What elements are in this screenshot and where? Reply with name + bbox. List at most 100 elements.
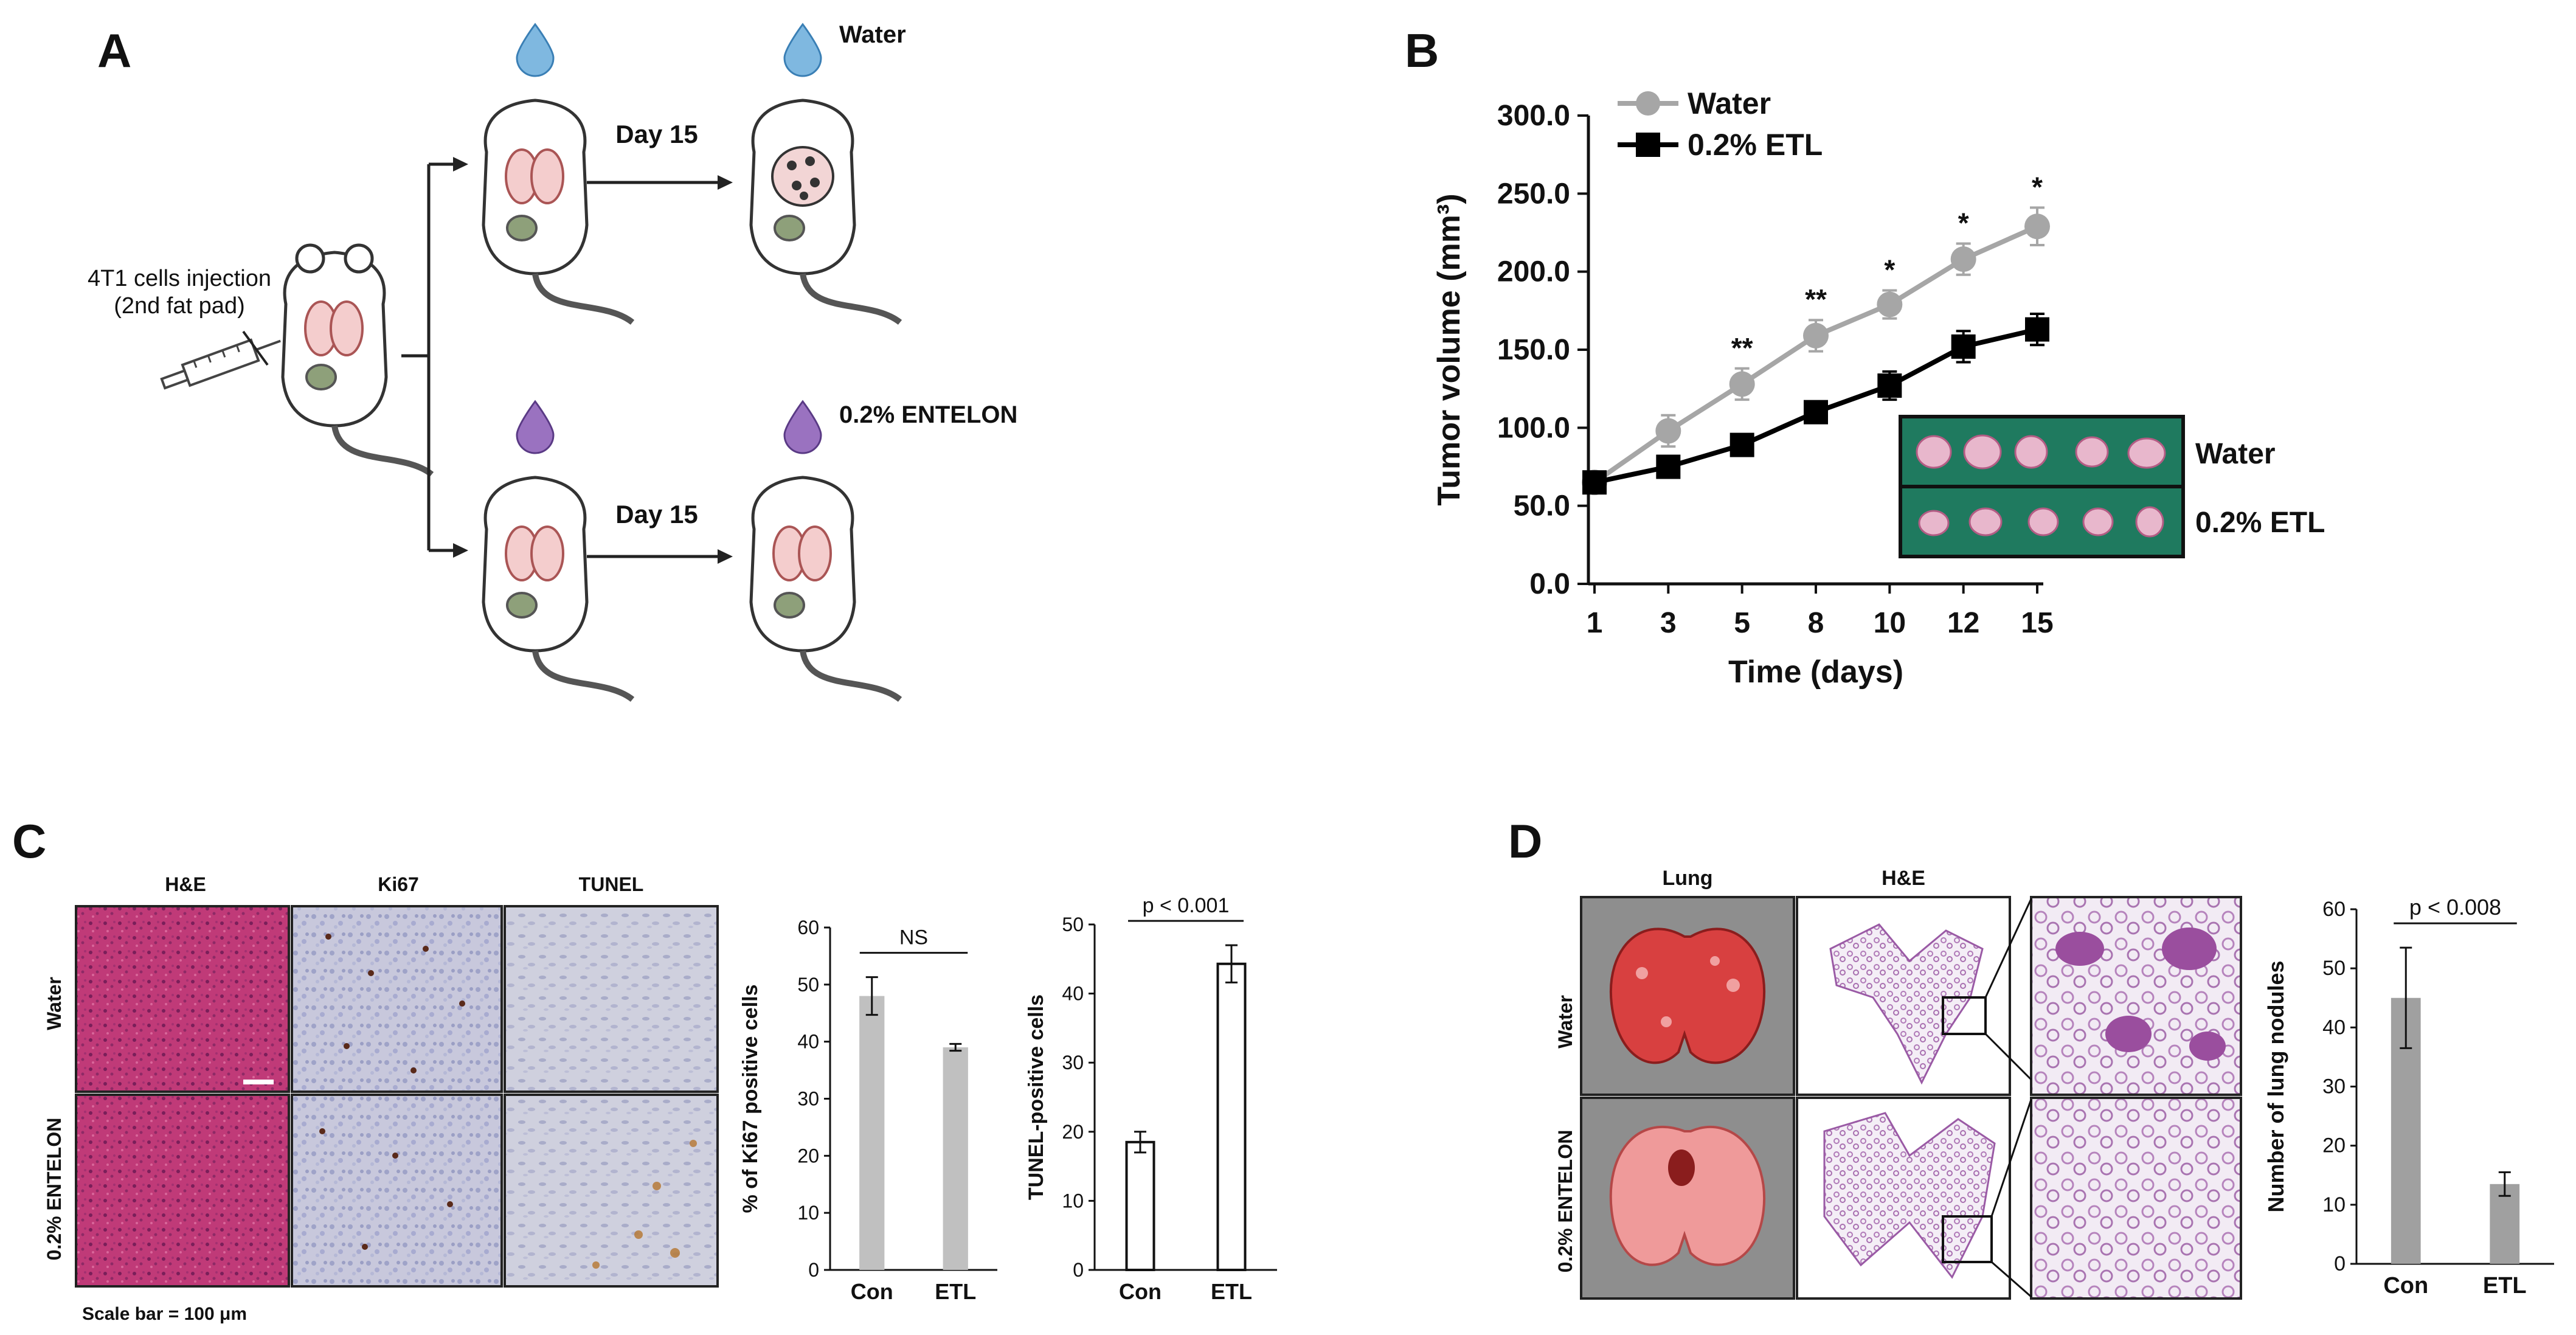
x-tick-label: ETL bbox=[2483, 1273, 2527, 1299]
mouse-top-before-icon bbox=[482, 99, 635, 325]
column-header-he: H&E bbox=[165, 873, 206, 895]
y-tick-label: 40 bbox=[797, 1031, 819, 1053]
bar-con bbox=[1125, 1140, 1155, 1271]
x-tick-label: 10 bbox=[1874, 607, 1906, 639]
water-drop-2-icon bbox=[783, 23, 822, 77]
y-axis-label: Number of lung nodules bbox=[2263, 961, 2288, 1213]
data-point-water bbox=[2024, 213, 2050, 240]
x-tick-label: ETL bbox=[1211, 1279, 1252, 1304]
data-point-etl bbox=[1582, 470, 1607, 495]
scale-bar-label: Scale bar = 100 μm bbox=[82, 1304, 247, 1324]
histology-tunel-entelon bbox=[504, 1094, 719, 1288]
data-point-etl bbox=[1877, 373, 1902, 398]
significance-label: p < 0.001 bbox=[1143, 894, 1230, 917]
y-tick-label: 30 bbox=[2322, 1075, 2346, 1098]
histology-tunel-water bbox=[504, 905, 719, 1093]
x-tick-label: 5 bbox=[1734, 607, 1750, 639]
data-point-etl bbox=[1729, 432, 1754, 457]
x-tick-label: Con bbox=[2383, 1273, 2428, 1299]
y-tick-label: 60 bbox=[2322, 898, 2346, 921]
x-tick-label: 12 bbox=[1947, 607, 1979, 639]
y-tick-label: 20 bbox=[2322, 1134, 2346, 1157]
data-point-water bbox=[1655, 418, 1681, 444]
y-tick-label: 50 bbox=[2322, 957, 2346, 980]
y-tick-label: 250.0 bbox=[1497, 178, 1570, 210]
legend-label: Water bbox=[1688, 86, 1771, 120]
x-tick-label: Con bbox=[851, 1279, 893, 1304]
significance-marker: * bbox=[2032, 171, 2043, 203]
x-tick-label: 8 bbox=[1808, 607, 1824, 639]
panel-b: B 0.0 50.0 100.0 150.0 200.0 250.0 300.0 1 3 5 8 10… bbox=[1405, 24, 2325, 690]
y-tick-label: 200.0 bbox=[1497, 256, 1570, 288]
x-tick-label: 3 bbox=[1660, 607, 1677, 639]
significance-marker: * bbox=[1884, 254, 1895, 285]
y-axis-label: Tumor volume (mm³) bbox=[1432, 193, 1467, 505]
lung-he-zoom-entelon bbox=[2030, 1097, 2242, 1300]
inset-label-etl: 0.2% ETL bbox=[2195, 507, 2325, 539]
y-tick-label: 100.0 bbox=[1497, 412, 1570, 444]
x-tick-label: 15 bbox=[2021, 607, 2053, 639]
y-tick-label: 40 bbox=[2322, 1016, 2346, 1039]
entelon-drop-2-icon bbox=[783, 400, 822, 454]
y-tick-label: 0 bbox=[2334, 1252, 2346, 1275]
water-drop-icon bbox=[516, 23, 555, 77]
tumor-volume-chart: 0.0 50.0 100.0 150.0 200.0 250.0 300.0 1 3 5 8 10 12… bbox=[1432, 86, 2054, 690]
row-label-water: Water bbox=[43, 977, 65, 1030]
y-tick-label: 30 bbox=[797, 1088, 819, 1110]
significance-marker: ** bbox=[1805, 283, 1827, 315]
y-tick-label: 300.0 bbox=[1497, 100, 1570, 132]
group-label-water: Water bbox=[839, 21, 906, 48]
y-tick-label: 10 bbox=[2322, 1193, 2346, 1216]
data-point-water bbox=[1877, 291, 1903, 317]
significance-label: p < 0.008 bbox=[2409, 895, 2501, 920]
bar-etl bbox=[1216, 962, 1247, 1271]
x-tick-label: Con bbox=[1119, 1279, 1162, 1304]
y-tick-label: 50 bbox=[797, 974, 819, 996]
y-axis-label: TUNEL-positive cells bbox=[1025, 994, 1048, 1200]
x-tick-label: ETL bbox=[935, 1279, 976, 1304]
day-label-bottom: Day 15 bbox=[615, 500, 698, 529]
significance-marker: ** bbox=[1731, 332, 1753, 364]
mouse-source-icon bbox=[281, 243, 434, 477]
legend-label: 0.2% ETL bbox=[1688, 128, 1823, 162]
injection-label-1: 4T1 cells injection bbox=[88, 266, 271, 291]
histology-ki67-water bbox=[291, 905, 503, 1093]
panel-letter-d: D bbox=[1508, 814, 1542, 868]
bar-con bbox=[859, 996, 885, 1270]
bar-etl bbox=[943, 1047, 968, 1270]
entelon-drop-icon bbox=[516, 400, 555, 454]
data-point-water bbox=[1803, 322, 1829, 348]
syringe-icon bbox=[160, 338, 281, 390]
y-tick-label: 20 bbox=[1062, 1121, 1084, 1143]
mouse-bottom-after-icon bbox=[749, 476, 902, 702]
lung-he-zoom-water bbox=[2030, 896, 2242, 1096]
scale-bar bbox=[243, 1080, 274, 1084]
mouse-bottom-before-icon bbox=[482, 476, 635, 702]
data-point-water bbox=[1729, 371, 1755, 397]
panel-letter-b: B bbox=[1405, 24, 1439, 77]
histology-he-entelon bbox=[75, 1094, 290, 1288]
data-point-etl bbox=[1951, 334, 1976, 359]
ki67-chart: 0 10 20 30 40 50 60 Con ETL NS % of Ki67 positive … bbox=[739, 917, 997, 1304]
inset-label-water: Water bbox=[2195, 438, 2276, 470]
y-tick-label: 50 bbox=[1062, 914, 1084, 935]
x-axis-label: Time (days) bbox=[1728, 654, 1903, 690]
y-tick-label: 30 bbox=[1062, 1052, 1084, 1073]
row-label-entelon: 0.2% ENTELON bbox=[43, 1118, 65, 1261]
bar-etl bbox=[2490, 1184, 2520, 1264]
legend-marker-water bbox=[1636, 91, 1660, 116]
data-point-water bbox=[1950, 246, 1976, 272]
histology-ki67-entelon bbox=[291, 1094, 503, 1288]
tumor-photo-inset: Water 0.2% ETL bbox=[1899, 415, 2325, 558]
column-header-he: H&E bbox=[1882, 867, 1925, 890]
legend-marker-etl bbox=[1636, 133, 1660, 157]
data-point-etl bbox=[1656, 454, 1681, 479]
injection-label-2: (2nd fat pad) bbox=[114, 293, 244, 319]
column-header-lung: Lung bbox=[1662, 867, 1712, 890]
row-label-water: Water bbox=[1554, 995, 1576, 1049]
y-tick-label: 0 bbox=[1073, 1259, 1084, 1281]
y-axis-label: % of Ki67 positive cells bbox=[739, 984, 762, 1213]
lung-nodules-chart: 0 10 20 30 40 50 60 Con ETL p < 0.008 Number of lu… bbox=[2263, 895, 2554, 1299]
panel-d: D Lung H&E Water 0.2% ENTELON 0 10 20 30 40 5… bbox=[1508, 814, 2554, 1300]
